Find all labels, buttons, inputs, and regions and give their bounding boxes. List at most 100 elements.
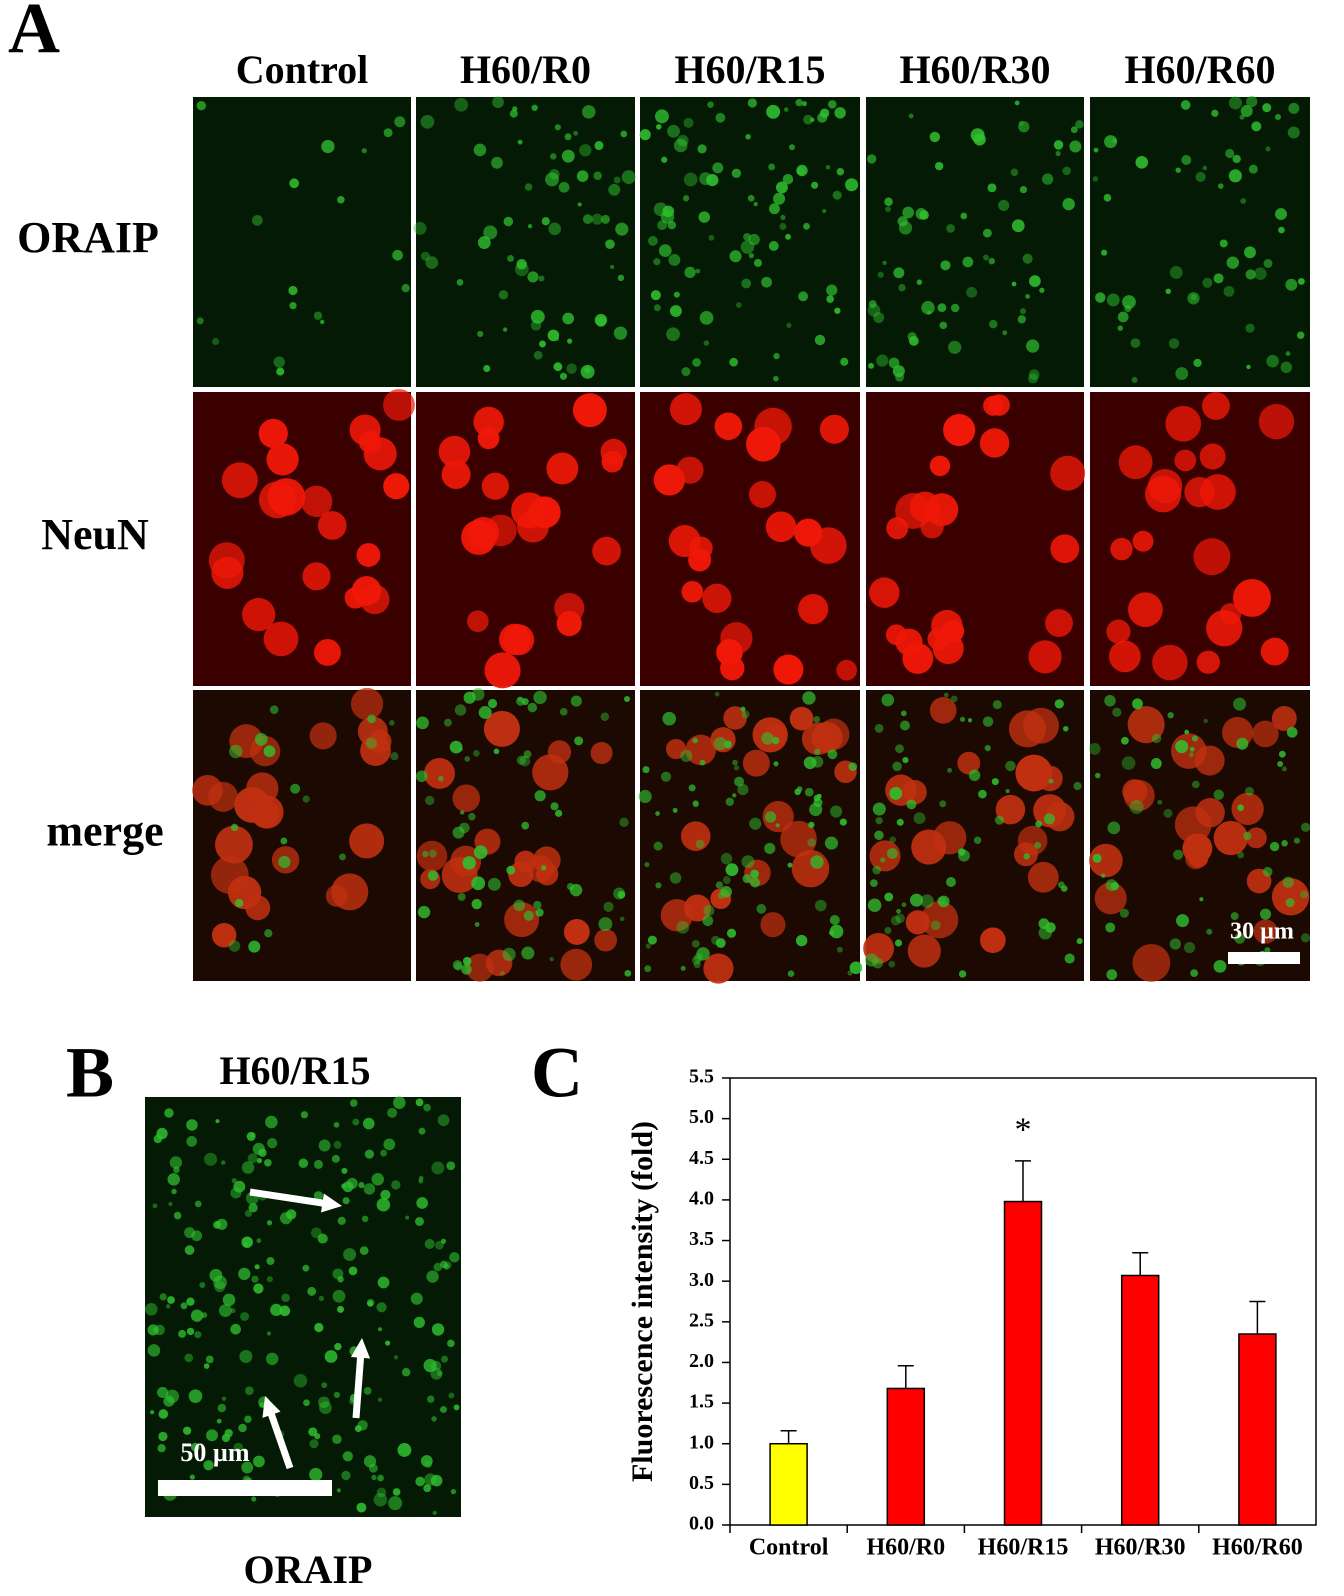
- cell: [600, 438, 627, 466]
- puncta: [741, 710, 750, 719]
- puncta: [601, 214, 610, 224]
- bar: [1003, 1200, 1043, 1526]
- puncta: [1131, 376, 1138, 383]
- puncta: [672, 807, 678, 813]
- puncta: [1029, 275, 1041, 288]
- puncta: [673, 291, 680, 298]
- puncta: [1237, 804, 1244, 811]
- puncta: [920, 894, 934, 908]
- puncta: [230, 823, 239, 832]
- puncta: [1288, 102, 1300, 114]
- puncta: [619, 916, 625, 922]
- puncta: [715, 112, 726, 123]
- puncta: [324, 1350, 338, 1363]
- cell: [668, 525, 701, 558]
- puncta: [502, 327, 508, 332]
- puncta: [184, 1353, 194, 1363]
- puncta: [1233, 697, 1247, 711]
- puncta: [711, 935, 721, 945]
- micrograph: [639, 97, 860, 387]
- puncta: [656, 124, 662, 130]
- puncta: [502, 947, 516, 962]
- image-background: [1090, 97, 1310, 387]
- row-label: merge: [46, 807, 163, 856]
- puncta: [692, 737, 699, 744]
- puncta: [1183, 941, 1196, 954]
- puncta: [1011, 219, 1025, 233]
- puncta: [1076, 938, 1083, 945]
- puncta: [1010, 168, 1019, 177]
- puncta: [555, 809, 563, 817]
- puncta: [493, 748, 500, 755]
- cell: [1127, 706, 1165, 744]
- puncta: [464, 756, 471, 762]
- puncta: [266, 1220, 273, 1226]
- puncta: [733, 765, 740, 771]
- puncta: [410, 1292, 423, 1305]
- puncta: [562, 312, 575, 325]
- puncta: [516, 696, 525, 706]
- puncta: [458, 747, 463, 752]
- puncta: [1055, 150, 1061, 157]
- cell: [1233, 578, 1271, 617]
- cell: [441, 460, 471, 490]
- puncta: [1042, 173, 1054, 185]
- puncta: [388, 1496, 403, 1511]
- cell: [748, 481, 776, 508]
- puncta: [1165, 288, 1171, 295]
- cell: [1118, 445, 1153, 480]
- puncta: [559, 708, 568, 716]
- puncta: [872, 802, 886, 816]
- puncta: [424, 795, 435, 806]
- puncta: [247, 1153, 258, 1164]
- puncta: [745, 134, 751, 140]
- cell: [242, 598, 276, 632]
- puncta: [553, 362, 563, 372]
- puncta: [153, 1134, 163, 1144]
- puncta: [624, 970, 632, 977]
- cell: [1094, 882, 1127, 915]
- puncta: [391, 1180, 401, 1190]
- cell: [765, 511, 797, 543]
- puncta: [337, 195, 345, 204]
- puncta: [987, 183, 997, 193]
- bar: [886, 1387, 926, 1526]
- puncta: [624, 695, 630, 702]
- puncta: [349, 1099, 358, 1107]
- puncta: [205, 1355, 214, 1364]
- puncta: [342, 1197, 350, 1205]
- puncta: [203, 1460, 214, 1471]
- puncta: [473, 750, 480, 757]
- error-bar: [1249, 1300, 1266, 1335]
- puncta: [946, 223, 955, 233]
- cell: [1128, 592, 1163, 628]
- puncta: [692, 800, 699, 806]
- puncta: [186, 1297, 195, 1306]
- puncta: [1180, 100, 1191, 110]
- puncta: [741, 278, 752, 289]
- puncta: [594, 313, 608, 327]
- puncta: [431, 1323, 445, 1336]
- puncta: [713, 737, 727, 751]
- puncta: [228, 940, 241, 952]
- y-tick-label: 2.0: [689, 1350, 714, 1372]
- y-tick-label: 5.0: [689, 1106, 714, 1128]
- puncta: [644, 965, 652, 973]
- puncta: [231, 1177, 237, 1184]
- puncta: [541, 217, 550, 226]
- puncta: [514, 262, 529, 277]
- puncta: [1188, 752, 1194, 758]
- puncta: [1035, 820, 1043, 828]
- puncta: [1092, 176, 1099, 182]
- puncta: [896, 818, 904, 826]
- puncta: [423, 1484, 432, 1493]
- puncta: [1246, 95, 1258, 108]
- cell: [680, 821, 711, 851]
- puncta: [1100, 873, 1106, 878]
- puncta: [761, 732, 774, 745]
- puncta: [988, 257, 995, 265]
- cell: [957, 751, 981, 775]
- puncta: [1189, 746, 1195, 752]
- puncta: [845, 178, 859, 192]
- scale-label: 50 µm: [180, 1438, 249, 1467]
